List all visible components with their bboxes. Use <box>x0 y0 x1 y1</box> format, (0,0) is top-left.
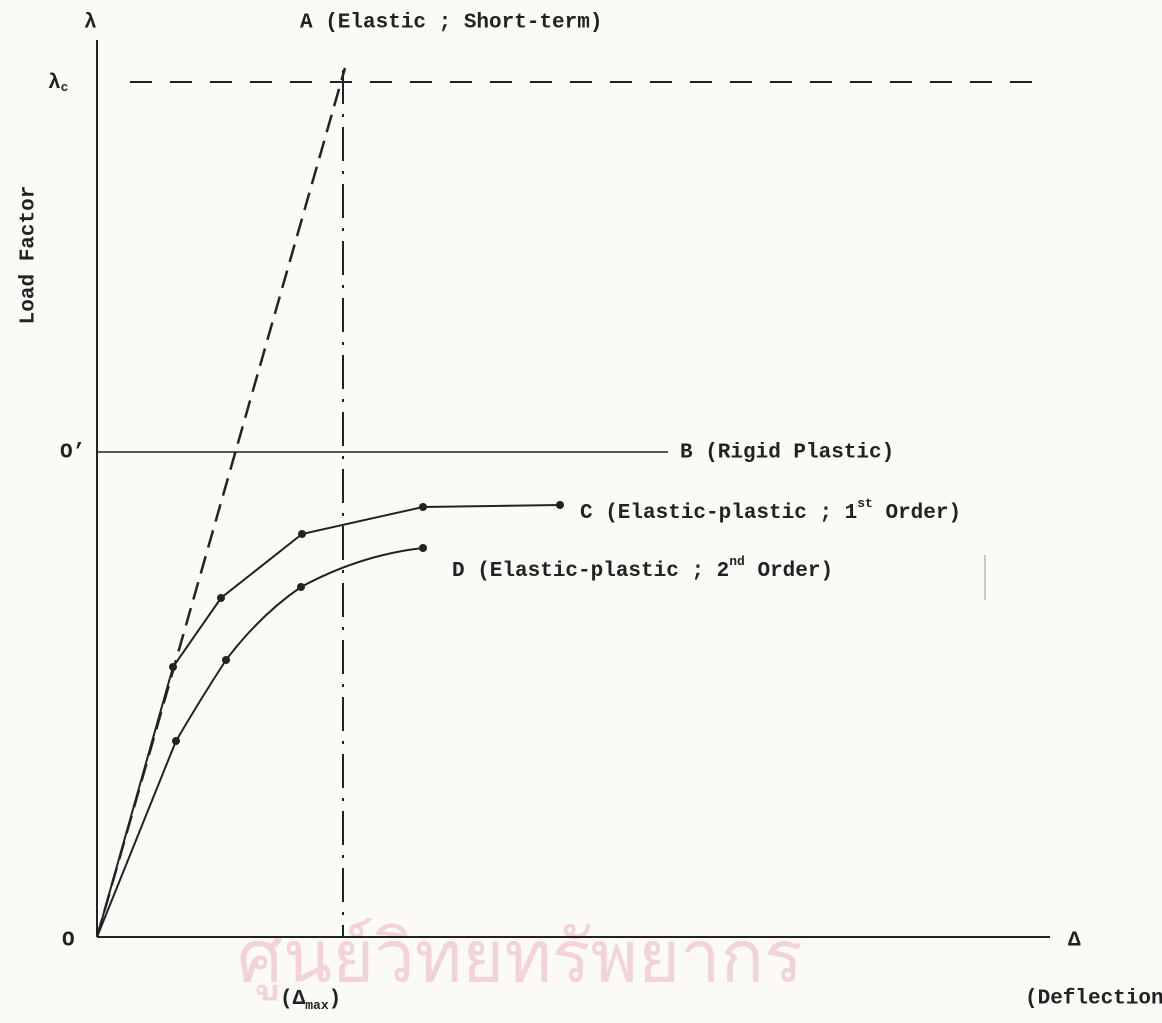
watermark: ศูนย์วิทยทรัพยากร <box>237 915 803 1001</box>
curve-d <box>97 548 423 937</box>
origin-label: O <box>62 930 75 953</box>
diagram: ศูนย์วิทยทรัพยากร λ A (Elastic ; Short-t… <box>0 0 1162 1023</box>
critical-label: λc <box>48 72 69 96</box>
yield-label: O’ <box>60 442 85 465</box>
curve-b-label: B (Rigid Plastic) <box>680 442 894 465</box>
x-symbol: Δ <box>1068 930 1081 953</box>
curve-d-label: D (Elastic-plastic ; 2nd Order) <box>452 554 833 582</box>
curve-points <box>169 501 564 745</box>
x-label: (Deflection) <box>1025 988 1162 1011</box>
curve-c-label: C (Elastic-plastic ; 1st Order) <box>580 496 961 524</box>
curve-a-label: A (Elastic ; Short-term) <box>300 12 602 35</box>
y-label: Load Factor <box>18 186 41 325</box>
y-symbol: λ <box>84 12 97 35</box>
